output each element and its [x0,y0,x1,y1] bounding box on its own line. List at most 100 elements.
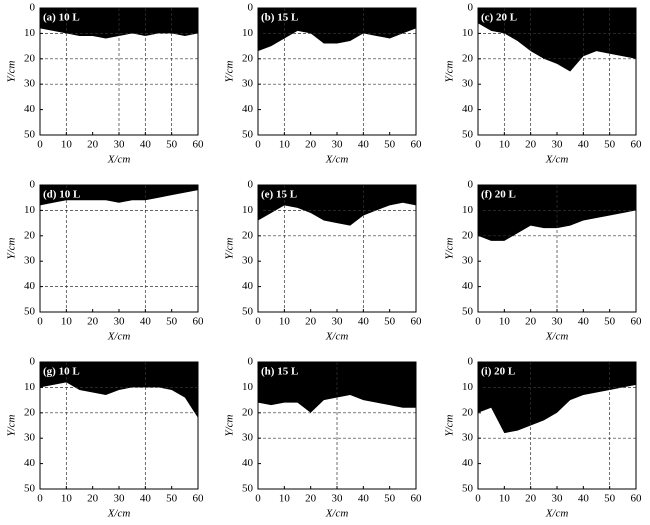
y-axis-label: Y/cm [224,237,236,259]
x-tick-label: 50 [384,316,396,328]
x-tick-label: 0 [37,316,43,328]
panel-title: (f) 20 L [481,189,516,201]
panel-title: (d) 10 L [43,189,80,201]
x-tick-label: 10 [499,139,511,151]
y-tick-label: 10 [242,27,254,39]
x-tick-label: 40 [578,139,590,151]
front-region [478,8,636,72]
x-axis-label: X/cm [107,331,131,343]
y-axis-label: Y/cm [6,237,18,259]
y-tick-label: 0 [30,2,36,14]
y-axis-label: Y/cm [6,414,18,436]
y-tick-label: 30 [462,255,474,267]
y-tick-label: 30 [24,78,36,90]
x-tick-label: 40 [578,316,590,328]
x-tick-label: 20 [525,493,537,505]
y-axis-label: Y/cm [444,237,456,259]
x-tick-label: 20 [305,139,317,151]
panel-title: (i) 20 L [481,366,515,378]
x-tick-label: 60 [193,316,205,328]
y-tick-label: 10 [24,27,36,39]
front-region [258,185,416,226]
y-tick-label: 20 [462,52,474,64]
panel-title: (g) 10 L [43,366,80,378]
y-tick-label: 10 [242,204,254,216]
x-axis-label: X/cm [545,331,569,343]
panel-title: (e) 15 L [261,189,297,201]
y-tick-label: 40 [24,280,36,292]
x-tick-label: 20 [87,493,99,505]
x-tick-label: 10 [279,316,291,328]
x-tick-label: 10 [61,316,73,328]
x-tick-label: 50 [384,493,396,505]
x-tick-label: 40 [140,316,152,328]
x-tick-label: 10 [279,493,291,505]
y-tick-label: 20 [462,229,474,241]
x-tick-label: 60 [411,493,423,505]
y-tick-label: 40 [24,457,36,469]
y-tick-label: 50 [462,129,474,141]
y-axis-label: Y/cm [224,60,236,82]
x-axis-label: X/cm [325,508,349,520]
y-tick-label: 20 [462,406,474,418]
x-tick-label: 40 [358,493,370,505]
panel-title: (h) 15 L [261,366,298,378]
y-tick-label: 50 [24,483,36,495]
y-tick-label: 30 [242,255,254,267]
y-tick-label: 40 [242,457,254,469]
front-region [40,185,198,206]
x-tick-label: 20 [87,139,99,151]
y-tick-label: 0 [468,179,474,191]
x-tick-label: 50 [604,139,616,151]
x-tick-label: 50 [604,316,616,328]
x-axis-label: X/cm [107,154,131,166]
y-tick-label: 40 [24,103,36,115]
y-tick-label: 10 [462,381,474,393]
y-tick-label: 40 [242,103,254,115]
x-tick-label: 30 [552,493,564,505]
front-region [40,362,198,418]
x-tick-label: 0 [475,139,481,151]
y-tick-label: 0 [468,2,474,14]
x-tick-label: 30 [332,493,344,505]
x-tick-label: 10 [61,493,73,505]
x-tick-label: 60 [193,139,205,151]
y-tick-label: 50 [462,483,474,495]
x-tick-label: 60 [411,139,423,151]
x-tick-label: 40 [358,139,370,151]
plot-frame [39,184,199,313]
x-tick-label: 30 [114,316,126,328]
x-tick-label: 0 [475,493,481,505]
y-tick-label: 50 [24,129,36,141]
x-tick-label: 40 [358,316,370,328]
y-tick-label: 20 [24,52,36,64]
x-axis-label: X/cm [107,508,131,520]
y-tick-label: 0 [248,356,254,368]
y-tick-label: 0 [248,179,254,191]
x-axis-label: X/cm [325,331,349,343]
x-tick-label: 10 [499,493,511,505]
front-region [258,8,416,52]
y-tick-label: 50 [242,483,254,495]
x-tick-label: 20 [87,316,99,328]
front-region [478,362,636,434]
x-tick-label: 10 [499,316,511,328]
y-tick-label: 50 [242,306,254,318]
y-tick-label: 30 [462,78,474,90]
panel-title: (b) 15 L [261,12,298,24]
y-tick-label: 30 [242,432,254,444]
x-tick-label: 20 [305,316,317,328]
x-tick-label: 50 [604,493,616,505]
x-tick-label: 30 [332,139,344,151]
y-tick-label: 20 [24,406,36,418]
x-tick-label: 30 [332,316,344,328]
y-tick-label: 10 [242,381,254,393]
x-tick-label: 30 [552,139,564,151]
x-tick-label: 0 [475,316,481,328]
panel-title: (c) 20 L [481,12,517,24]
x-tick-label: 60 [193,493,205,505]
x-tick-label: 50 [166,139,178,151]
y-tick-label: 30 [24,432,36,444]
x-axis-label: X/cm [545,154,569,166]
